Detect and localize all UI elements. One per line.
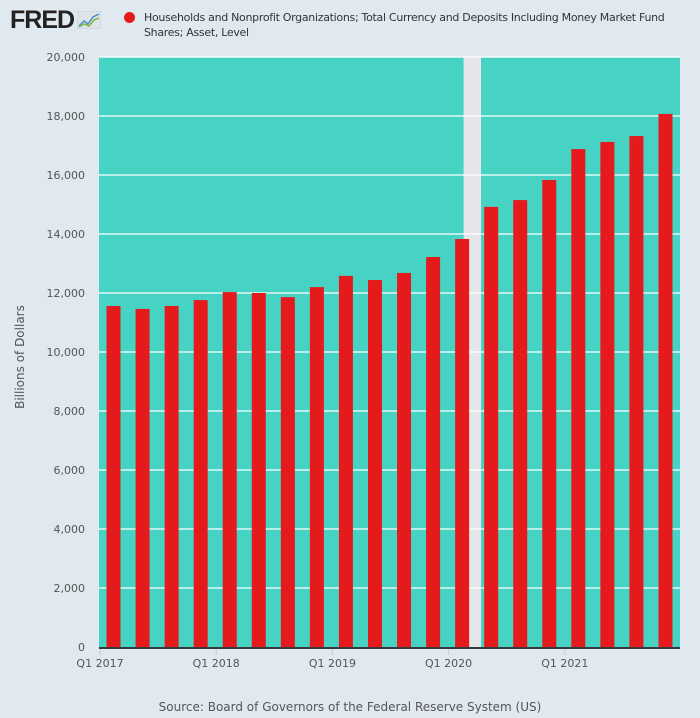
x-tick-label: Q1 2019 (309, 657, 356, 670)
bar (484, 206, 499, 648)
bar (397, 272, 412, 647)
bar (193, 300, 208, 647)
bar (338, 275, 353, 647)
y-tick-label: 16,000 (47, 169, 86, 182)
bar (455, 239, 470, 647)
x-tick-label: Q1 2018 (193, 657, 240, 670)
x-tick-label: Q1 2021 (541, 657, 588, 670)
y-tick-label: 6,000 (54, 464, 86, 477)
y-tick-label: 0 (78, 641, 85, 654)
bar (164, 305, 179, 647)
y-tick-label: 18,000 (47, 110, 86, 123)
legend-marker-icon (124, 12, 135, 23)
bar (658, 113, 673, 647)
bar (251, 293, 266, 647)
source-note: Source: Board of Governors of the Federa… (158, 700, 542, 714)
y-tick-label: 4,000 (54, 523, 86, 536)
bar (106, 305, 121, 647)
bar (600, 141, 615, 647)
bar (513, 200, 528, 647)
bar (280, 297, 295, 647)
bar-chart: 0 2,000 4,000 6,000 8,000 10,000 12,000 14,000 1… (47, 51, 680, 670)
bar (629, 136, 644, 647)
legend-label: Households and Nonprofit Organizations; … (144, 11, 665, 39)
y-tick-label: 8,000 (54, 405, 86, 418)
x-tick-label: Q1 2020 (425, 657, 472, 670)
chart-legend: Households and Nonprofit Organizations; … (124, 10, 694, 40)
y-tick-label: 10,000 (47, 346, 86, 359)
line-graph-icon (77, 11, 102, 29)
fred-logo-text: FRED (10, 6, 75, 34)
bar (135, 308, 150, 647)
y-tick-label: 20,000 (47, 51, 86, 64)
fred-logo[interactable]: FRED (10, 6, 102, 34)
bar (426, 257, 441, 647)
bar (309, 287, 324, 647)
x-tick-label: Q1 2017 (76, 657, 123, 670)
bar (222, 292, 237, 647)
bar (542, 180, 557, 647)
y-tick-label: 14,000 (47, 228, 86, 241)
y-tick-label: 12,000 (47, 287, 86, 300)
y-tick-label: 2,000 (54, 582, 86, 595)
bar (367, 280, 382, 647)
bar (571, 149, 586, 648)
